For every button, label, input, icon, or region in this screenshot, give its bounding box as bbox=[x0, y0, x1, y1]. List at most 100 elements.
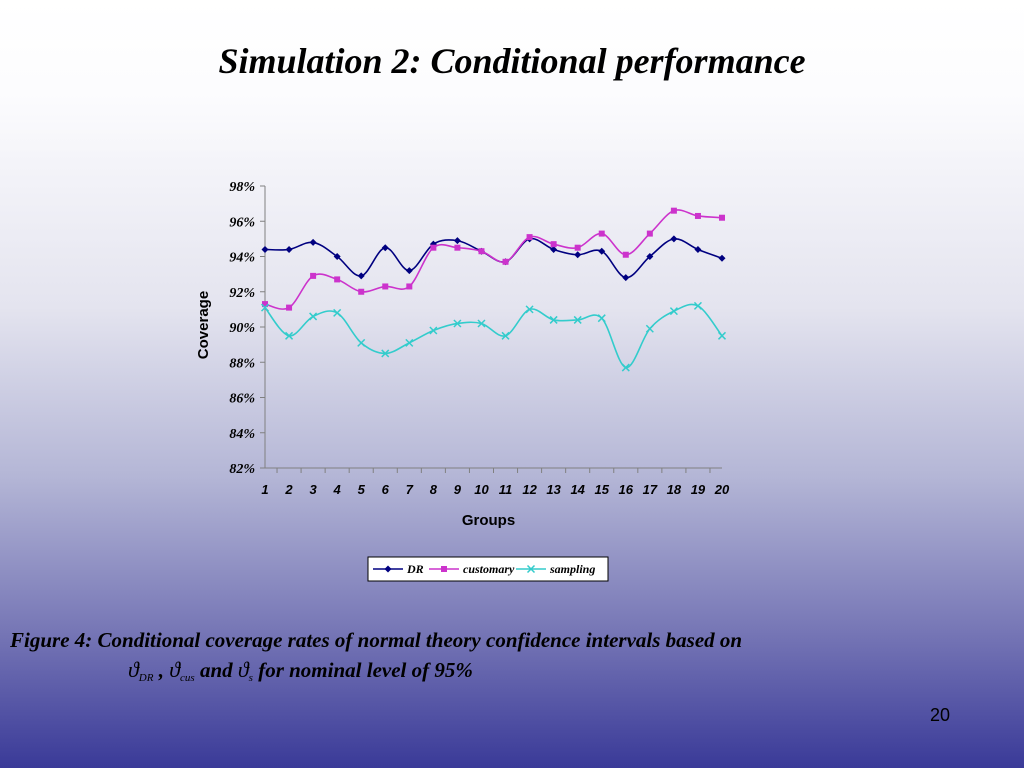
data-point-sampling-1 bbox=[260, 303, 270, 312]
data-point-customary-16 bbox=[622, 251, 629, 258]
data-point-dr-19 bbox=[694, 245, 702, 253]
data-point-customary-15 bbox=[598, 230, 605, 237]
legend-item-customary: customary bbox=[429, 562, 515, 576]
series-customary bbox=[262, 207, 725, 311]
data-point-sampling-5 bbox=[357, 338, 366, 347]
chart-series bbox=[260, 207, 727, 372]
data-point-sampling-19 bbox=[693, 301, 702, 310]
x-tick-label: 2 bbox=[284, 482, 293, 497]
marker-stroke bbox=[645, 324, 654, 333]
data-point-sampling-6 bbox=[381, 349, 390, 358]
data-point-sampling-4 bbox=[333, 308, 342, 317]
data-point-dr-16 bbox=[622, 274, 630, 282]
y-tick-label: 82% bbox=[229, 462, 255, 477]
x-tick-label: 4 bbox=[333, 482, 342, 497]
data-point-sampling-16 bbox=[621, 363, 630, 372]
data-point-dr-1 bbox=[261, 245, 269, 253]
caption-line-1: Figure 4: Conditional coverage rates of … bbox=[10, 628, 743, 652]
data-point-customary-12 bbox=[526, 234, 533, 241]
marker-stroke bbox=[717, 331, 727, 340]
chart-legend: DR customary sampling bbox=[367, 556, 609, 582]
chart-axes bbox=[260, 185, 722, 473]
x-tick-label: 9 bbox=[454, 482, 462, 497]
data-point-sampling-8 bbox=[429, 326, 438, 335]
data-point-customary-3 bbox=[310, 272, 317, 279]
x-tick-label: 3 bbox=[309, 482, 317, 497]
chart-labels: 82%84%86%88%90%92%94%96%98%1 2 3 4 5 6 7 8 9 10 11… bbox=[195, 180, 730, 529]
y-tick-label: 84% bbox=[229, 427, 255, 442]
data-point-customary-20 bbox=[719, 214, 725, 221]
legend-swatch-marker bbox=[526, 564, 536, 574]
data-point-dr-18 bbox=[670, 235, 678, 243]
x-tick-label: 6 bbox=[382, 482, 390, 497]
figure-caption: Figure 4: Conditional coverage rates of … bbox=[10, 625, 1010, 693]
legend-swatch-marker bbox=[441, 566, 447, 572]
theta-cus-symbol: ϑ bbox=[169, 657, 181, 682]
data-point-customary-18 bbox=[670, 207, 677, 214]
data-point-dr-6 bbox=[381, 244, 389, 252]
legend-label-customary: customary bbox=[463, 562, 515, 576]
data-point-customary-11 bbox=[502, 258, 509, 265]
data-point-customary-10 bbox=[478, 248, 485, 255]
marker-stroke bbox=[597, 314, 606, 323]
y-tick-label: 92% bbox=[229, 286, 255, 301]
y-axis-title: Coverage bbox=[195, 291, 212, 359]
marker-stroke bbox=[621, 363, 630, 372]
x-tick-label: 7 bbox=[406, 482, 414, 497]
marker-stroke bbox=[285, 331, 294, 340]
legend-item-dr: DR bbox=[373, 562, 424, 576]
data-point-customary-17 bbox=[646, 230, 653, 237]
marker-stroke bbox=[309, 312, 318, 321]
data-point-sampling-14 bbox=[573, 315, 582, 324]
marker-stroke bbox=[669, 307, 678, 316]
y-tick-label: 88% bbox=[229, 356, 255, 371]
x-tick-label: 5 bbox=[358, 482, 366, 497]
marker-stroke bbox=[693, 301, 702, 310]
marker-stroke bbox=[260, 303, 270, 312]
x-tick-label: 16 bbox=[619, 482, 634, 497]
theta-dr-symbol: ϑ bbox=[128, 657, 139, 682]
series-sampling bbox=[260, 301, 727, 372]
y-tick-label: 98% bbox=[229, 180, 255, 195]
y-tick-label: 94% bbox=[229, 251, 255, 266]
data-point-customary-5 bbox=[358, 288, 365, 295]
data-point-sampling-2 bbox=[285, 331, 294, 340]
marker-stroke bbox=[501, 331, 510, 340]
x-tick-label: 15 bbox=[595, 482, 610, 497]
data-point-customary-9 bbox=[454, 244, 461, 251]
legend-box bbox=[367, 556, 609, 582]
x-tick-label: 12 bbox=[522, 482, 537, 497]
data-point-sampling-17 bbox=[645, 324, 654, 333]
x-tick-label: 11 bbox=[499, 482, 513, 497]
marker-stroke bbox=[405, 338, 414, 347]
x-tick-label: 18 bbox=[667, 482, 682, 497]
y-tick-label: 86% bbox=[229, 392, 255, 407]
x-tick-label: 19 bbox=[691, 482, 706, 497]
data-point-sampling-3 bbox=[309, 312, 318, 321]
marker-stroke bbox=[525, 305, 534, 314]
x-tick-label: 17 bbox=[643, 482, 658, 497]
data-point-dr-20 bbox=[718, 254, 726, 262]
caption-tail: for nominal level of 95% bbox=[258, 658, 473, 682]
data-point-customary-2 bbox=[286, 304, 293, 311]
caption-separator: , bbox=[158, 658, 164, 682]
data-point-sampling-15 bbox=[597, 314, 606, 323]
data-point-sampling-7 bbox=[405, 338, 414, 347]
series-line-sampling bbox=[264, 303, 723, 369]
data-point-dr-2 bbox=[285, 245, 293, 253]
data-point-customary-7 bbox=[406, 283, 413, 290]
data-point-sampling-20 bbox=[717, 331, 727, 340]
data-point-sampling-11 bbox=[501, 331, 510, 340]
data-point-customary-6 bbox=[382, 283, 389, 290]
x-tick-label: 20 bbox=[714, 482, 730, 497]
marker-stroke bbox=[381, 349, 390, 358]
y-tick-label: 96% bbox=[229, 215, 255, 230]
data-point-sampling-12 bbox=[525, 305, 534, 314]
data-point-dr-5 bbox=[357, 272, 365, 280]
data-point-customary-13 bbox=[550, 241, 557, 248]
marker-stroke bbox=[429, 326, 438, 335]
marker-stroke bbox=[333, 308, 342, 317]
data-point-dr-17 bbox=[646, 253, 654, 260]
x-tick-label: 10 bbox=[474, 482, 489, 497]
